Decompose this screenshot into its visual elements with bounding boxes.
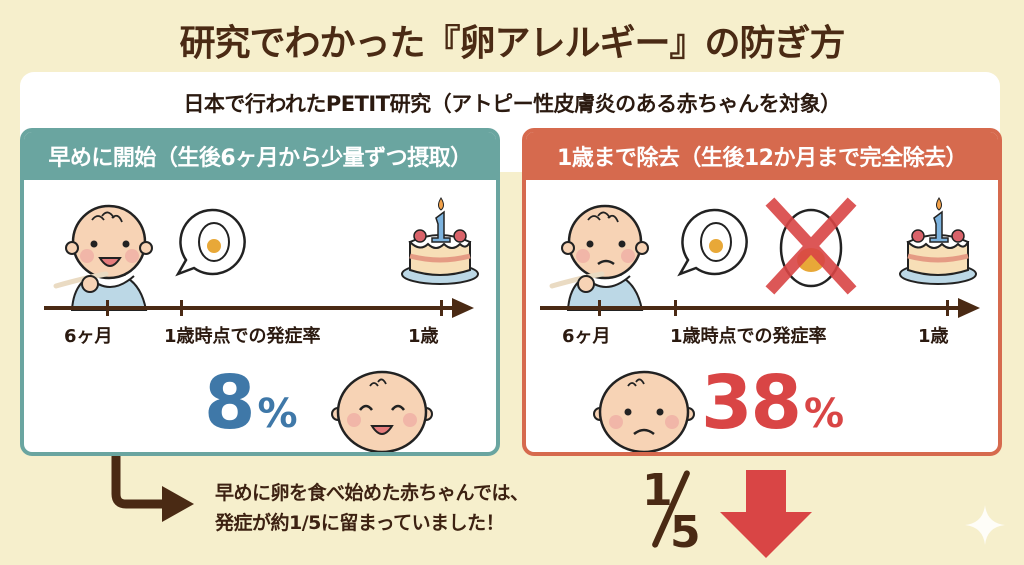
timeline-axis	[44, 298, 474, 318]
timeline-end-label: 1歳	[918, 326, 949, 347]
baby-eating-sad-icon	[549, 204, 649, 311]
timeline-middle-label: 1歳時点での発症率	[670, 326, 827, 347]
one-fifth-fraction: 1 5	[642, 465, 701, 558]
timeline-start-label: 6ヶ月	[64, 326, 113, 347]
avoidance-rate: 38 %	[701, 360, 845, 446]
crossed-egg-icon	[765, 197, 857, 295]
baby-eating-happy-icon	[53, 204, 153, 311]
study-subtitle: 日本で行われたPETIT研究（アトピー性皮膚炎のある赤ちゃんを対象）	[183, 92, 841, 116]
sad-baby-face-icon	[593, 370, 695, 452]
timeline-arrow-icon	[452, 298, 474, 318]
birthday-cake-icon	[899, 197, 977, 285]
avoidance-body: 6ヶ月 1歳時点での発症率 1歳 38 %	[526, 180, 998, 452]
egg-speech-bubble-icon	[175, 208, 246, 277]
timeline-end-label: 1歳	[408, 326, 439, 347]
elbow-arrow-icon	[111, 456, 194, 522]
sparkle-icon	[965, 505, 1005, 545]
timeline-start-label: 6ヶ月	[562, 326, 611, 347]
timeline-middle-label: 1歳時点での発症率	[164, 326, 321, 347]
down-arrow-icon	[720, 470, 812, 558]
conclusion-text: 早めに卵を食べ始めた赤ちゃんでは、 発症が約1/5に留まっていました！	[215, 482, 529, 534]
avoidance-header: 1歳まで除去（生後12か月まで完全除去）	[526, 132, 998, 180]
happy-baby-face-icon	[331, 370, 433, 452]
early-start-body: 6ヶ月 1歳時点での発症率 1歳 8 %	[24, 180, 496, 452]
timeline-arrow-icon	[958, 298, 980, 318]
egg-speech-bubble-icon	[677, 208, 748, 277]
page-title: 研究でわかった『卵アレルギー』の防ぎ方	[179, 23, 845, 64]
avoidance-panel: 1歳まで除去（生後12か月まで完全除去）	[522, 128, 1002, 456]
timeline-axis	[540, 298, 980, 318]
early-start-panel: 早めに開始（生後6ヶ月から少量ずつ摂取）	[20, 128, 500, 456]
early-start-header: 早めに開始（生後6ヶ月から少量ずつ摂取）	[24, 132, 496, 180]
early-start-rate: 8 %	[204, 360, 298, 446]
birthday-cake-icon	[401, 197, 479, 285]
